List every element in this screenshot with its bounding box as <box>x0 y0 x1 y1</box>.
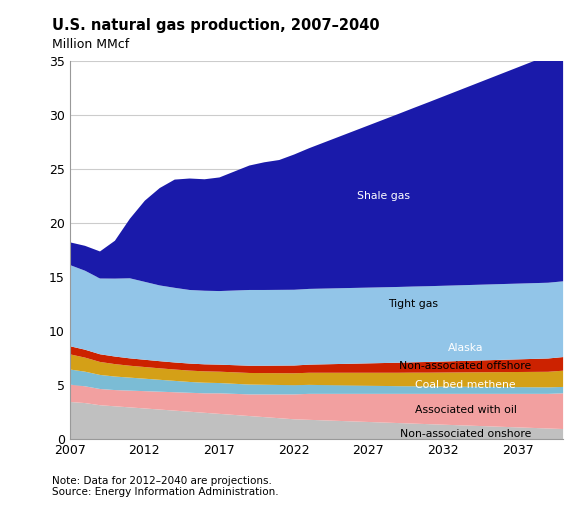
Text: U.S. natural gas production, 2007–2040: U.S. natural gas production, 2007–2040 <box>52 18 380 33</box>
Text: Million MMcf: Million MMcf <box>52 38 129 51</box>
Text: Non-associated onshore: Non-associated onshore <box>400 429 531 439</box>
Text: Associated with oil: Associated with oil <box>415 405 516 415</box>
Text: Shale gas: Shale gas <box>357 191 410 201</box>
Text: Coal bed methene: Coal bed methene <box>415 380 516 390</box>
Text: Non-associated offshore: Non-associated offshore <box>400 361 532 371</box>
Text: Note: Data for 2012–2040 are projections.
Source: Energy Information Administrat: Note: Data for 2012–2040 are projections… <box>52 476 279 497</box>
Text: Alaska: Alaska <box>448 343 483 354</box>
Text: Tight gas: Tight gas <box>388 299 438 309</box>
